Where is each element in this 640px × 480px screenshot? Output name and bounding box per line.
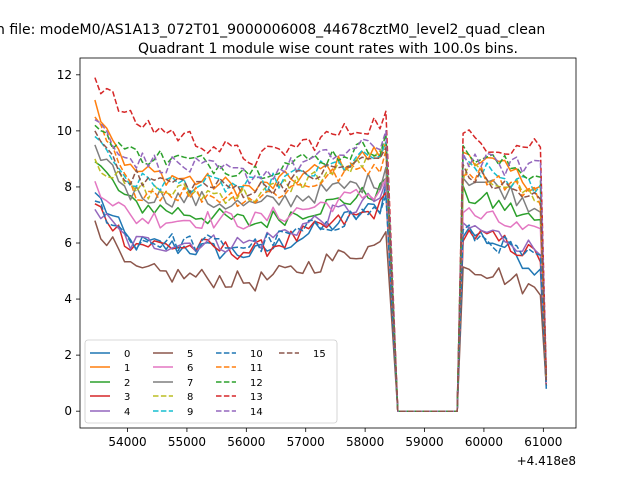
- legend-label-0: 0: [124, 349, 130, 360]
- legend-label-14: 14: [250, 407, 263, 418]
- legend-label-3: 3: [124, 392, 130, 403]
- x-offset-label: +4.418e8: [517, 454, 576, 468]
- series-line-2: [94, 161, 548, 412]
- y-tick-label: 6: [64, 236, 72, 250]
- y-tick-label: 12: [57, 68, 72, 82]
- y-tick-label: 0: [64, 404, 72, 418]
- series-line-13: [94, 77, 548, 412]
- legend-label-15: 15: [313, 349, 326, 360]
- legend-label-8: 8: [187, 392, 193, 403]
- series-line-3: [94, 191, 548, 412]
- x-tick-label: 59000: [405, 435, 443, 449]
- series-line-7: [94, 144, 548, 412]
- x-tick-label: 58000: [346, 435, 384, 449]
- legend-label-2: 2: [124, 378, 130, 389]
- series-line-5: [94, 220, 548, 412]
- legend-label-5: 5: [187, 349, 193, 360]
- series-line-9: [94, 135, 548, 412]
- y-tick-label: 10: [57, 124, 72, 138]
- x-tick-label: 57000: [287, 435, 325, 449]
- legend-box: [84, 339, 338, 424]
- figure-suptitle: n file: modeM0/AS1A13_072T01_9000006008_…: [0, 22, 545, 38]
- legend-label-7: 7: [187, 378, 193, 389]
- legend-label-13: 13: [250, 392, 263, 403]
- legend-label-12: 12: [250, 378, 263, 389]
- x-tick-label: 60000: [465, 435, 503, 449]
- x-tick-label: 61000: [524, 435, 562, 449]
- series-line-4: [94, 180, 548, 412]
- plot-lines: [94, 77, 548, 412]
- legend-label-10: 10: [250, 349, 263, 360]
- x-tick-label: 54000: [108, 435, 146, 449]
- chart-title: Quadrant 1 module wise count rates with …: [138, 41, 518, 57]
- legend-label-11: 11: [250, 363, 263, 374]
- y-axis: 0 2 4 6 8 10 12: [57, 68, 80, 418]
- y-tick-label: 2: [64, 348, 72, 362]
- series-line-11: [94, 116, 548, 412]
- legend-label-1: 1: [124, 363, 130, 374]
- legend-label-9: 9: [187, 407, 193, 418]
- x-tick-label: 55000: [168, 435, 206, 449]
- series-line-14: [94, 119, 548, 412]
- x-tick-label: 56000: [227, 435, 265, 449]
- x-axis: 54000 55000 56000 57000 58000 59000 60000 61000: [108, 428, 562, 449]
- y-tick-label: 8: [64, 180, 72, 194]
- series-line-15: [94, 130, 548, 412]
- legend-label-6: 6: [187, 363, 193, 374]
- y-tick-label: 4: [64, 292, 72, 306]
- series-line-10: [94, 194, 548, 412]
- series-line-6: [94, 177, 548, 412]
- legend-label-4: 4: [124, 407, 130, 418]
